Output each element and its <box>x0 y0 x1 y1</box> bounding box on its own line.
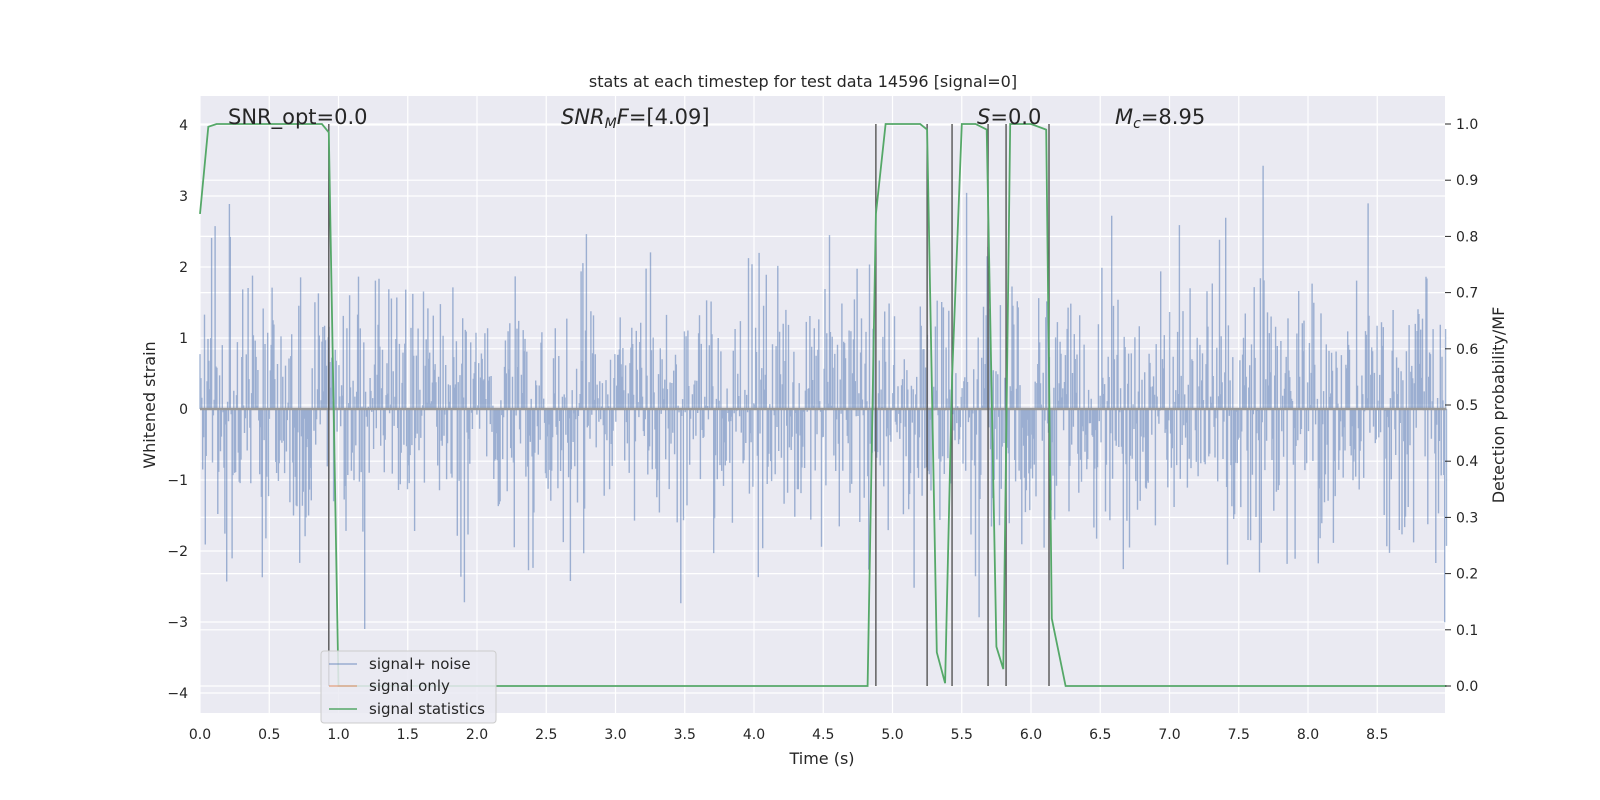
x-tick-label: 1.5 <box>397 727 419 743</box>
left-y-tick-label: 0 <box>179 402 188 418</box>
left-y-tick-label: 3 <box>179 189 188 205</box>
annotation-snr-opt-value: =0.0 <box>317 105 368 129</box>
x-tick-label: 7.0 <box>1158 727 1180 743</box>
legend-label-signal-statistics: signal statistics <box>369 700 485 718</box>
svg-text:SNRMF=[4.09]: SNRMF=[4.09] <box>561 105 710 132</box>
x-tick-label: 4.0 <box>743 727 765 743</box>
signal-statistics-series <box>199 123 1447 687</box>
x-tick-label: 2.5 <box>535 727 557 743</box>
annotation-s: S=0.0 <box>977 105 1041 129</box>
x-tick-labels: 0.0 0.5 1.0 1.5 2.0 2.5 3.0 3.5 4.0 4.5 5.0 5.5 6.0 6… <box>189 727 1389 743</box>
annotation-snr-opt: SNR_opt=0.0 <box>228 105 368 130</box>
x-tick-label: 6.5 <box>1089 727 1111 743</box>
left-y-tick-label: −1 <box>167 473 188 489</box>
legend-box <box>320 650 497 724</box>
x-tick-label: 0.0 <box>189 727 211 743</box>
svg-text:Mc=8.95: Mc=8.95 <box>1115 105 1205 132</box>
x-tick-label: 0.5 <box>258 727 280 743</box>
x-tick-label: 4.5 <box>812 727 834 743</box>
x-tick-label: 8.0 <box>1297 727 1319 743</box>
left-y-tick-labels: 4 3 2 1 0 −1 −2 −3 −4 <box>167 118 188 702</box>
x-tick-label: 2.0 <box>466 727 488 743</box>
left-y-tick-label: −3 <box>167 615 188 631</box>
right-y-tick-label: 0.0 <box>1456 679 1478 695</box>
annotation-mc-value: =8.95 <box>1141 105 1205 129</box>
svg-text:S=0.0: S=0.0 <box>977 105 1041 129</box>
chart-title: stats at each timestep for test data 145… <box>589 72 1017 91</box>
right-y-tick-label: 0.7 <box>1456 286 1478 302</box>
x-tick-label: 7.5 <box>1228 727 1250 743</box>
annotation-s-label: S <box>977 105 990 129</box>
annotation-snr-mf-value: =[4.09] <box>629 105 710 129</box>
legend-label-signal-only: signal only <box>369 677 450 695</box>
annotation-mc: Mc=8.95 <box>1115 105 1205 132</box>
right-y-tick-labels: 1.0 0.9 0.8 0.7 0.6 0.5 0.4 0.3 0.2 0.1 0.0 <box>1445 117 1478 695</box>
annotation-snr-opt-label: SNR_opt <box>228 105 317 130</box>
x-axis-label: Time (s) <box>788 749 854 768</box>
right-y-tick-label: 0.6 <box>1456 342 1478 358</box>
x-tick-label: 3.5 <box>674 727 696 743</box>
legend: signal+ noise signal only signal statist… <box>320 650 497 724</box>
legend-label-signal-noise: signal+ noise <box>369 655 471 673</box>
left-y-tick-label: 4 <box>179 118 188 134</box>
x-tick-label: 3.0 <box>604 727 626 743</box>
left-y-axis-label: Whitened strain <box>140 341 159 468</box>
right-y-tick-label: 0.8 <box>1456 229 1478 245</box>
x-tick-label: 1.0 <box>327 727 349 743</box>
grid-lines <box>199 96 1445 713</box>
x-tick-label: 8.5 <box>1366 727 1388 743</box>
right-y-tick-label: 0.9 <box>1456 173 1478 189</box>
right-y-tick-label: 0.1 <box>1456 623 1478 639</box>
right-y-tick-label: 0.2 <box>1456 567 1478 583</box>
svg-text:SNR_opt=0.0: SNR_opt=0.0 <box>228 105 368 130</box>
annotation-snr-mf-label: SNR <box>561 105 605 129</box>
left-y-tick-label: 1 <box>179 331 188 347</box>
annotation-s-value: =0.0 <box>990 105 1041 129</box>
x-tick-label: 5.0 <box>881 727 903 743</box>
signal-statistics-line <box>199 123 1447 687</box>
left-y-tick-label: −2 <box>167 544 188 560</box>
right-y-tick-label: 0.3 <box>1456 510 1478 526</box>
x-tick-label: 5.5 <box>951 727 973 743</box>
annotation-snr-mf: SNRMF=[4.09] <box>561 105 710 132</box>
right-y-tick-label: 1.0 <box>1456 117 1478 133</box>
right-y-tick-label: 0.4 <box>1456 454 1478 470</box>
right-y-tick-label: 0.5 <box>1456 398 1478 414</box>
left-y-tick-label: −4 <box>167 686 188 702</box>
annotation-mc-label: M <box>1115 105 1133 129</box>
left-y-tick-label: 2 <box>179 260 188 276</box>
x-tick-label: 6.0 <box>1020 727 1042 743</box>
right-y-axis-label: Detection probability/MF <box>1489 307 1508 504</box>
